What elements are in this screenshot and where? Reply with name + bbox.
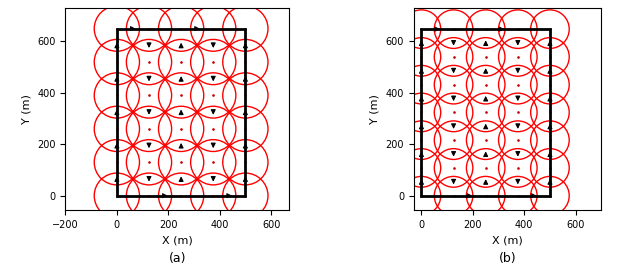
FancyArrowPatch shape: [115, 144, 119, 148]
Bar: [421, 29, 550, 196]
FancyArrowPatch shape: [452, 41, 456, 44]
FancyArrowPatch shape: [243, 111, 247, 115]
FancyArrowPatch shape: [484, 125, 488, 129]
X-axis label: X (m): X (m): [492, 235, 523, 245]
FancyArrowPatch shape: [499, 27, 503, 31]
FancyArrowPatch shape: [179, 44, 183, 48]
FancyArrowPatch shape: [179, 77, 183, 81]
FancyArrowPatch shape: [115, 77, 119, 81]
FancyArrowPatch shape: [484, 97, 488, 101]
Y-axis label: Y (m): Y (m): [22, 94, 32, 124]
FancyArrowPatch shape: [452, 124, 456, 128]
FancyArrowPatch shape: [548, 125, 552, 129]
FancyArrowPatch shape: [516, 179, 520, 183]
FancyArrowPatch shape: [467, 194, 471, 198]
FancyArrowPatch shape: [516, 152, 520, 155]
FancyArrowPatch shape: [484, 180, 488, 184]
FancyArrowPatch shape: [516, 68, 520, 72]
FancyArrowPatch shape: [115, 44, 119, 48]
FancyArrowPatch shape: [179, 111, 183, 115]
FancyArrowPatch shape: [243, 44, 247, 48]
FancyArrowPatch shape: [452, 152, 456, 155]
FancyArrowPatch shape: [211, 43, 215, 47]
FancyArrowPatch shape: [147, 143, 151, 147]
FancyArrowPatch shape: [243, 77, 247, 81]
Title: (b): (b): [499, 252, 516, 265]
FancyArrowPatch shape: [419, 153, 424, 157]
FancyArrowPatch shape: [147, 176, 151, 180]
FancyArrowPatch shape: [484, 42, 488, 45]
FancyArrowPatch shape: [147, 43, 151, 47]
Y-axis label: Y (m): Y (m): [370, 94, 380, 124]
FancyArrowPatch shape: [516, 124, 520, 128]
FancyArrowPatch shape: [131, 27, 134, 31]
FancyArrowPatch shape: [484, 69, 488, 73]
FancyArrowPatch shape: [179, 144, 183, 148]
FancyArrowPatch shape: [179, 178, 183, 181]
FancyArrowPatch shape: [548, 97, 552, 101]
FancyArrowPatch shape: [419, 97, 424, 101]
FancyArrowPatch shape: [195, 27, 198, 31]
FancyArrowPatch shape: [548, 42, 552, 45]
FancyArrowPatch shape: [211, 176, 215, 180]
FancyArrowPatch shape: [115, 178, 119, 181]
FancyArrowPatch shape: [211, 76, 215, 80]
FancyArrowPatch shape: [227, 194, 231, 198]
FancyArrowPatch shape: [548, 69, 552, 73]
FancyArrowPatch shape: [163, 194, 166, 198]
FancyArrowPatch shape: [211, 110, 215, 114]
FancyArrowPatch shape: [452, 179, 456, 183]
FancyArrowPatch shape: [419, 69, 424, 73]
FancyArrowPatch shape: [484, 153, 488, 157]
FancyArrowPatch shape: [435, 27, 439, 31]
FancyArrowPatch shape: [452, 68, 456, 72]
FancyArrowPatch shape: [419, 42, 424, 45]
FancyArrowPatch shape: [548, 180, 552, 184]
FancyArrowPatch shape: [516, 41, 520, 44]
FancyArrowPatch shape: [548, 153, 552, 157]
FancyArrowPatch shape: [211, 143, 215, 147]
FancyArrowPatch shape: [243, 144, 247, 148]
X-axis label: X (m): X (m): [162, 235, 193, 245]
FancyArrowPatch shape: [115, 111, 119, 115]
FancyArrowPatch shape: [516, 96, 520, 100]
Bar: [117, 29, 245, 196]
FancyArrowPatch shape: [419, 180, 424, 184]
Title: (a): (a): [168, 252, 186, 265]
FancyArrowPatch shape: [147, 76, 151, 80]
FancyArrowPatch shape: [419, 125, 424, 129]
FancyArrowPatch shape: [452, 96, 456, 100]
FancyArrowPatch shape: [531, 194, 535, 198]
FancyArrowPatch shape: [147, 110, 151, 114]
FancyArrowPatch shape: [243, 178, 247, 181]
